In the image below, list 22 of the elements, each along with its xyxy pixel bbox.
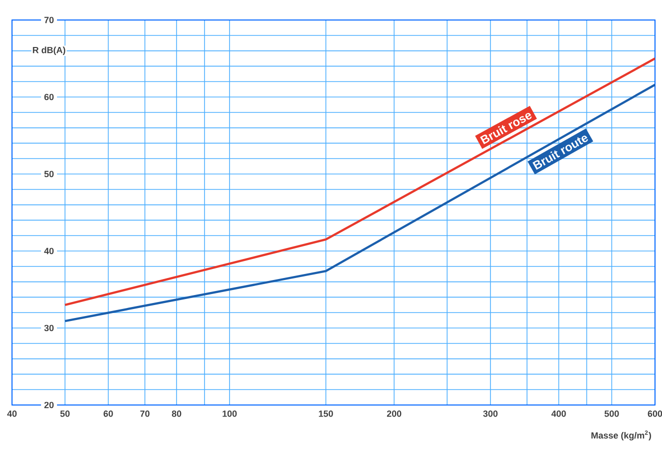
- y-tick-label: 60: [44, 94, 54, 100]
- text: Bruit rose: [480, 113, 532, 144]
- y-tick-label: 40: [44, 248, 54, 254]
- x-tick-label: 70: [140, 410, 150, 417]
- x-tick-label: 400: [551, 410, 566, 417]
- x-tick-label: 300: [483, 410, 498, 417]
- x-tick-label: 600: [648, 410, 662, 417]
- x-tick-label: 150: [318, 410, 333, 417]
- x-tick-label: 40: [7, 410, 17, 417]
- text: Bruit route: [532, 136, 588, 170]
- x-tick-label: 60: [104, 410, 113, 417]
- x-tick-label: 200: [386, 410, 402, 417]
- x-axis-title: Masse (kg/m$^{2}$): [591, 430, 652, 440]
- x-tick-label: 80: [172, 410, 182, 417]
- x-tick-label: 50: [60, 410, 70, 417]
- x-tick-label: 500: [604, 410, 619, 417]
- y-tick-label: 50: [44, 170, 54, 178]
- x-tick-label: 100: [222, 410, 237, 417]
- y-tick-label: 30: [44, 324, 54, 332]
- y-tick-label: 70: [44, 16, 54, 24]
- y-tick-label: 20: [44, 402, 54, 408]
- y-axis-title: R dB(A): [32, 46, 66, 55]
